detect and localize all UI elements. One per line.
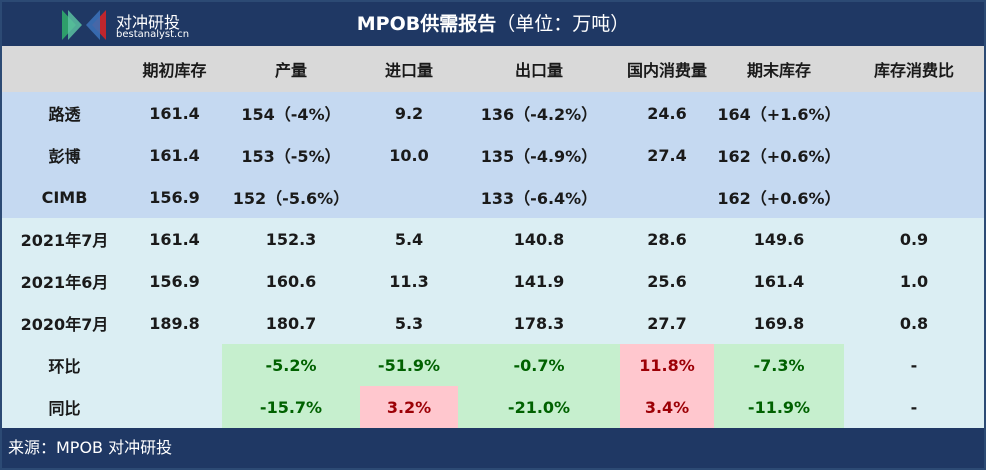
column-header: 出口量 — [514, 61, 563, 80]
row-label: 2021年6月 — [20, 273, 109, 292]
table-cell: 5.4 — [394, 229, 424, 249]
table-row: 2020年7月 189.8 180.7 5.3 178.3 27.7 169.8 0.8 — [2, 302, 984, 344]
table-cell: 152.3 — [265, 229, 317, 249]
table-cell: 189.8 — [149, 313, 200, 333]
source-footer: 来源：MPOB 对冲研投 — [2, 428, 984, 468]
table-cell: 133（-6.4%） — [480, 189, 598, 208]
table-row: 环比 -5.2% -51.9% -0.7% 11.8% -7.3% - — [2, 344, 984, 386]
column-header: 库存消费比 — [873, 61, 954, 80]
row-label: 环比 — [48, 357, 81, 376]
table-cell: 161.4 — [149, 145, 200, 165]
table-row: CIMB 156.9 152（-5.6%） 133（-6.4%） 162（+0.6%） — [2, 176, 984, 218]
table-cell: 180.7 — [265, 313, 317, 333]
table-cell: 161.4 — [753, 271, 805, 291]
table-cell: 164（+1.6%） — [717, 105, 841, 124]
table-cell: 160.6 — [265, 271, 317, 291]
logo-brand-text: 对冲研投 — [116, 13, 181, 32]
column-header — [2, 46, 127, 92]
table-cell: 161.4 — [149, 229, 200, 249]
table-row: 2021年6月 156.9 160.6 11.3 141.9 25.6 161.4 1.0 — [2, 260, 984, 302]
column-header: 期初库存 — [142, 61, 207, 80]
table-row: 路透 161.4 154（-4%） 9.2 136（-4.2%） 24.6 164（+1.6… — [2, 92, 984, 134]
row-label: 路透 — [48, 105, 81, 124]
table-cell: 135（-4.9%） — [480, 147, 598, 166]
table-cell: 24.6 — [647, 103, 687, 123]
column-header: 进口量 — [384, 61, 433, 80]
table-cell: 27.4 — [647, 145, 687, 165]
table-cell — [127, 344, 222, 386]
table-cell: 154（-4%） — [241, 105, 341, 124]
table-row: 彭博 161.4 153（-5%） 10.0 135（-4.9%） 27.4 162（+0.… — [2, 134, 984, 176]
table-cell: 136（-4.2%） — [480, 105, 598, 124]
table-cell: 11.3 — [389, 271, 429, 291]
table-cell: -51.9% — [360, 344, 458, 386]
table-cell — [844, 134, 984, 176]
table-cell: 156.9 — [149, 187, 200, 207]
table-cell: 141.9 — [513, 271, 565, 291]
page-title: MPOB供需报告（单位：万吨） — [2, 2, 984, 46]
table-cell: 140.8 — [513, 229, 565, 249]
table-cell: 10.0 — [389, 145, 429, 165]
table-cell: - — [910, 397, 918, 417]
table-cell: 11.8% — [620, 344, 714, 386]
table-cell: 169.8 — [753, 313, 805, 333]
table-cell: 152（-5.6%） — [232, 189, 350, 208]
table-cell: 162（+0.6%） — [717, 147, 841, 166]
table-cell: 3.2% — [360, 386, 458, 428]
logo-site-text: bestanalyst.cn — [116, 29, 190, 40]
logo: 对冲研投 bestanalyst.cn — [60, 8, 200, 42]
table-cell: 25.6 — [647, 271, 687, 291]
table-cell: 0.9 — [899, 229, 929, 249]
table-cell: -21.0% — [458, 386, 620, 428]
table-cell — [127, 386, 222, 428]
table-cell: -5.2% — [222, 344, 360, 386]
table-cell: 149.6 — [753, 229, 805, 249]
table-cell: 28.6 — [647, 229, 687, 249]
table-cell — [844, 176, 984, 218]
title-text: MPOB供需报告 — [356, 13, 497, 35]
table-header-row: 期初库存 产量 进口量 出口量 国内消费量 期末库存 库存消费比 — [2, 46, 984, 92]
table-cell: -15.7% — [222, 386, 360, 428]
supply-demand-table: 期初库存 产量 进口量 出口量 国内消费量 期末库存 库存消费比 路透 161.4… — [2, 46, 984, 428]
table-cell: 162（+0.6%） — [717, 189, 841, 208]
table-cell: 5.3 — [394, 313, 424, 333]
table-cell: -11.9% — [714, 386, 844, 428]
row-label: 同比 — [48, 399, 81, 418]
table-cell — [360, 176, 458, 218]
row-label: 2020年7月 — [20, 315, 109, 334]
table-body: 路透 161.4 154（-4%） 9.2 136（-4.2%） 24.6 164（+1.6… — [2, 92, 984, 428]
table-cell: 156.9 — [149, 271, 200, 291]
table-cell: - — [910, 355, 918, 375]
table-cell — [844, 92, 984, 134]
table-cell: -7.3% — [714, 344, 844, 386]
table-cell: 27.7 — [647, 313, 687, 333]
column-header: 产量 — [274, 61, 307, 80]
table-cell: -0.7% — [458, 344, 620, 386]
row-label: 2021年7月 — [20, 231, 109, 250]
table-cell: 0.8 — [899, 313, 929, 333]
table-cell: 153（-5%） — [241, 147, 341, 166]
table-cell: 1.0 — [899, 271, 929, 291]
column-header: 国内消费量 — [626, 61, 707, 80]
title-bar: 对冲研投 bestanalyst.cn MPOB供需报告（单位：万吨） — [2, 2, 984, 46]
logo-mark-icon — [62, 10, 106, 40]
row-label: CIMB — [41, 187, 88, 207]
table-row: 同比 -15.7% 3.2% -21.0% 3.4% -11.9% - — [2, 386, 984, 428]
table-cell: 3.4% — [620, 386, 714, 428]
table-cell — [620, 176, 714, 218]
title-unit: （单位：万吨） — [496, 13, 630, 35]
column-header: 期末库存 — [746, 61, 811, 80]
table-row: 2021年7月 161.4 152.3 5.4 140.8 28.6 149.6 0.9 — [2, 218, 984, 260]
table-cell: 9.2 — [394, 103, 424, 123]
row-label: 彭博 — [48, 147, 81, 166]
table-cell: 161.4 — [149, 103, 200, 123]
table-cell: 178.3 — [513, 313, 565, 333]
